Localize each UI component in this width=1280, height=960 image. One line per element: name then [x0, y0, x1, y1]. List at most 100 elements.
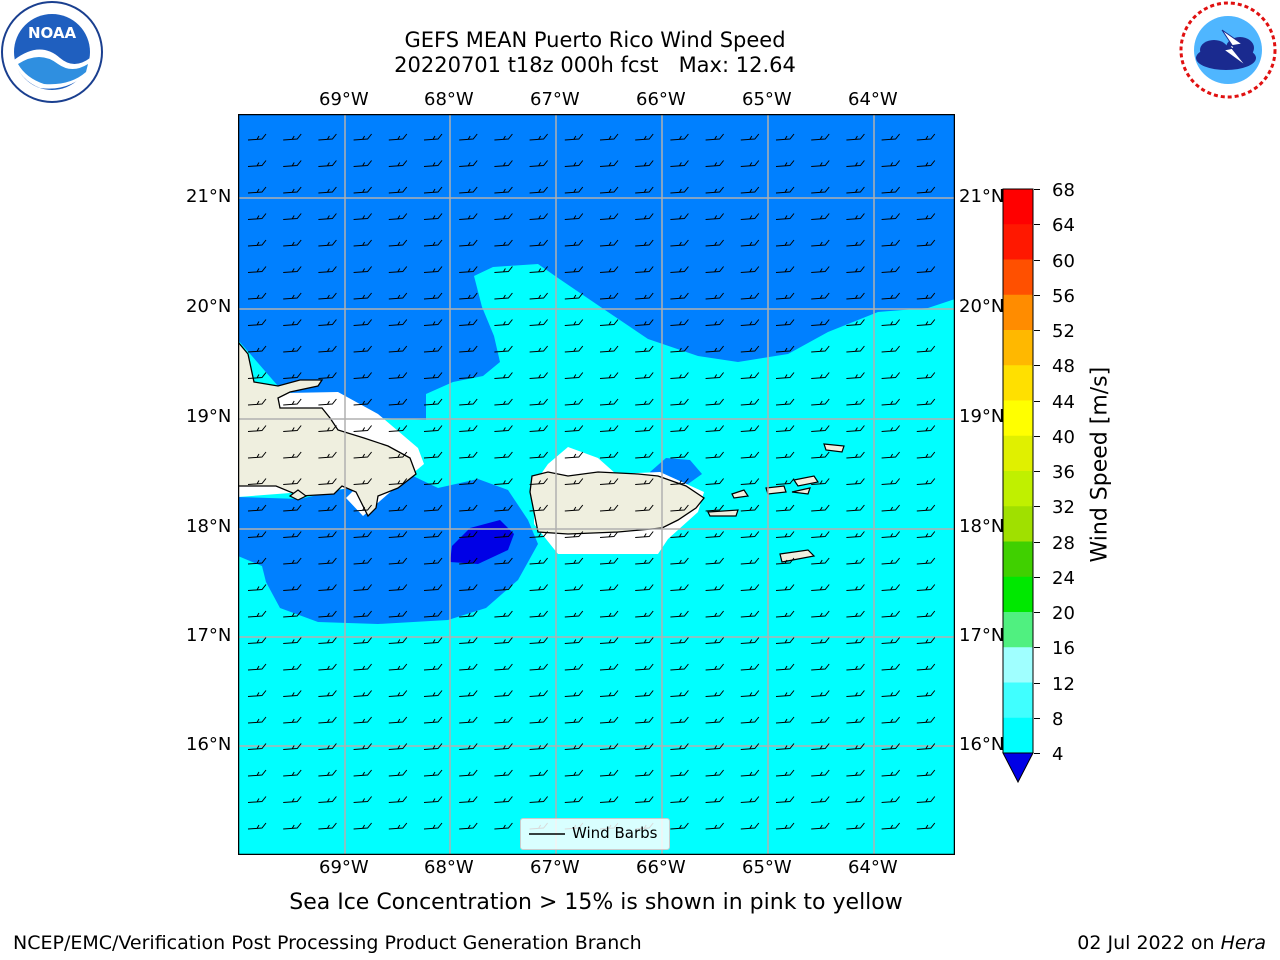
- wind-barb: [459, 743, 478, 750]
- wind-barb: [775, 345, 795, 353]
- wind-barb: [881, 213, 900, 220]
- wind-barb: [705, 822, 724, 830]
- wind-barb: [529, 504, 548, 512]
- wind-barb: [459, 319, 478, 326]
- wind-barb: [318, 266, 337, 273]
- wind-barb: [283, 478, 302, 485]
- wind-barb: [740, 584, 760, 591]
- wind-barb: [705, 451, 724, 459]
- footer-date: 02 Jul 2022 on: [1077, 932, 1221, 954]
- colorbar-tick-mark: [1034, 259, 1040, 261]
- wind-barb: [283, 345, 302, 353]
- wind-barb: [775, 822, 795, 830]
- colorbar-segment: [1003, 576, 1033, 613]
- wind-barb: [459, 504, 478, 512]
- wind-barb: [705, 372, 724, 379]
- colorbar-tick-label: 28: [1052, 532, 1075, 554]
- wind-barb: [916, 372, 936, 379]
- wind-barb: [494, 186, 513, 194]
- colorbar-tick-label: 24: [1052, 567, 1075, 589]
- lon-label-bottom-65w: 65°W: [742, 857, 792, 878]
- wind-barb: [529, 239, 548, 247]
- wind-barb: [705, 796, 724, 803]
- wind-barb: [529, 292, 548, 300]
- wind-barb: [599, 663, 619, 671]
- wind-barb: [247, 372, 267, 379]
- wind-barb: [775, 637, 795, 644]
- wind-barb: [916, 478, 936, 485]
- wind-barb: [529, 637, 548, 644]
- wind-barb: [353, 504, 372, 512]
- wind-barb: [599, 531, 619, 538]
- wind-barb: [247, 822, 267, 830]
- wind-barb: [388, 345, 408, 353]
- wind-barb: [599, 557, 619, 565]
- lon-label-bottom-66w: 66°W: [636, 857, 686, 878]
- wind-barb: [740, 425, 760, 432]
- wind-barb: [494, 690, 513, 697]
- wind-barb: [283, 451, 302, 459]
- colorbar-scale: [1002, 188, 1034, 784]
- wind-barb: [635, 584, 654, 591]
- wind-barb: [740, 319, 760, 326]
- wind-barb: [353, 796, 372, 803]
- wind-barb: [353, 610, 372, 618]
- wind-barb: [353, 743, 372, 750]
- wind-barb: [599, 690, 619, 697]
- lat-label-left-17n: 17°N: [186, 625, 232, 646]
- wind-barb: [247, 478, 267, 485]
- wind-barb: [494, 160, 513, 167]
- wind-barb: [388, 557, 408, 565]
- wind-barb: [916, 637, 936, 644]
- colorbar-tick-label: 40: [1052, 426, 1075, 448]
- wind-barb: [283, 557, 302, 565]
- wind-barb: [599, 160, 619, 167]
- wind-barb: [881, 769, 900, 777]
- wind-barb: [529, 531, 548, 538]
- colorbar-tick-label: 64: [1052, 215, 1075, 237]
- wind-barb: [494, 716, 513, 724]
- wind-barb: [318, 239, 337, 247]
- wind-barb: [353, 266, 372, 273]
- wind-barb: [247, 769, 267, 777]
- wind-barb: [811, 160, 830, 167]
- wind-barb: [775, 398, 795, 406]
- wind-barb: [670, 584, 689, 591]
- wind-barb: [423, 319, 443, 326]
- wind-barb: [459, 425, 478, 432]
- legend-label: Wind Barbs: [572, 824, 658, 842]
- wind-barb: [353, 769, 372, 777]
- wind-barb: [846, 425, 865, 432]
- wind-barb: [247, 637, 267, 644]
- wind-barb: [283, 398, 302, 406]
- wind-barb: [283, 372, 302, 379]
- wind-barb: [283, 213, 302, 220]
- wind-barb: [916, 266, 936, 273]
- wind-barb: [775, 743, 795, 750]
- wind-barb: [881, 637, 900, 644]
- wind-barb: [318, 451, 337, 459]
- puerto-rico-land: [529, 471, 705, 535]
- wind-barb: [670, 292, 689, 300]
- wind-barb: [599, 769, 619, 777]
- wind-barb: [811, 504, 830, 512]
- wind-barb: [811, 769, 830, 777]
- lat-label-right-17n: 17°N: [959, 625, 1005, 646]
- wind-barb: [494, 372, 513, 379]
- wind-barb: [635, 345, 654, 353]
- wind-barb: [529, 186, 548, 194]
- wind-barb: [846, 690, 865, 697]
- wind-barb: [881, 425, 900, 432]
- wind-barb: [670, 478, 689, 485]
- wind-barb: [670, 637, 689, 644]
- wind-barb: [635, 637, 654, 644]
- wind-barb: [881, 822, 900, 830]
- wind-barb: [564, 319, 584, 326]
- wind-barb: [283, 743, 302, 750]
- colorbar-segment: [1003, 435, 1033, 472]
- wind-barb: [459, 213, 478, 220]
- wind-barb: [423, 822, 443, 830]
- wind-barb: [916, 398, 936, 406]
- wind-barb: [459, 160, 478, 167]
- wind-barb: [247, 451, 267, 459]
